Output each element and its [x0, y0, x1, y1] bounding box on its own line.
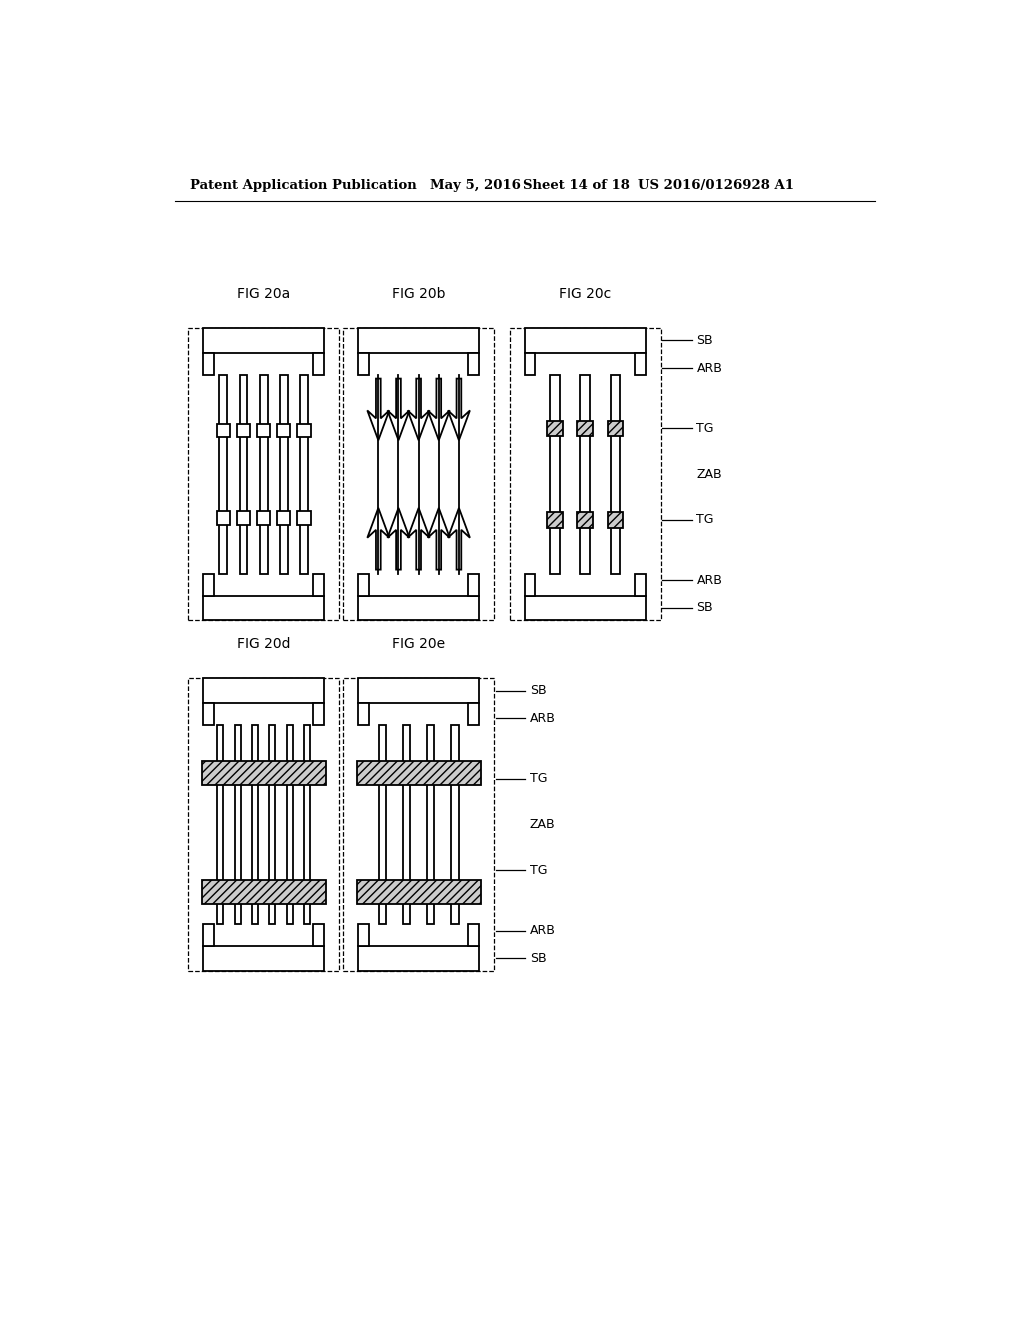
Bar [524, 327, 646, 352]
Text: FIG 20d: FIG 20d [237, 638, 291, 651]
Bar [524, 352, 536, 375]
Text: Patent Application Publication: Patent Application Publication [190, 178, 417, 191]
Text: TG: TG [696, 422, 714, 434]
Bar [379, 725, 386, 924]
Text: ARB: ARB [529, 711, 556, 725]
Bar [252, 725, 258, 924]
Bar [203, 946, 324, 970]
Bar [313, 574, 324, 595]
Bar [581, 375, 590, 574]
Bar [452, 725, 459, 924]
Text: TG: TG [529, 863, 548, 876]
Bar [257, 424, 270, 437]
Bar [358, 678, 479, 704]
Text: FIG 20e: FIG 20e [392, 638, 445, 651]
Bar [237, 424, 250, 437]
Bar [610, 375, 621, 574]
Bar [203, 678, 324, 704]
Bar [550, 375, 560, 574]
Bar [300, 375, 308, 574]
Bar [578, 512, 593, 528]
Bar [402, 725, 411, 924]
Bar [358, 574, 369, 595]
Bar [188, 678, 339, 970]
Bar [469, 574, 479, 595]
Bar [203, 924, 214, 946]
Bar [202, 760, 326, 784]
Text: ARB: ARB [696, 362, 722, 375]
Bar [280, 375, 288, 574]
Bar [304, 725, 310, 924]
Bar [469, 352, 479, 375]
Bar [203, 574, 214, 595]
Text: ZAB: ZAB [529, 818, 555, 832]
Bar [240, 375, 248, 574]
Text: SB: SB [696, 334, 713, 347]
Bar [202, 880, 326, 904]
Bar [524, 595, 646, 620]
Bar [203, 595, 324, 620]
Bar [469, 924, 479, 946]
Bar [524, 574, 536, 595]
Text: ZAB: ZAB [696, 467, 722, 480]
Text: May 5, 2016: May 5, 2016 [430, 178, 521, 191]
Text: US 2016/0126928 A1: US 2016/0126928 A1 [638, 178, 794, 191]
Bar [217, 424, 230, 437]
Bar [260, 375, 267, 574]
Bar [217, 511, 230, 524]
Bar [278, 424, 291, 437]
Text: SB: SB [696, 602, 713, 615]
Text: Sheet 14 of 18: Sheet 14 of 18 [523, 178, 630, 191]
Bar [356, 760, 480, 784]
Bar [356, 880, 480, 904]
Bar [343, 327, 495, 620]
Text: FIG 20c: FIG 20c [559, 286, 611, 301]
Bar [219, 375, 227, 574]
Text: TG: TG [696, 513, 714, 527]
Bar [257, 511, 270, 524]
Bar [343, 678, 495, 970]
Bar [607, 512, 624, 528]
Bar [297, 424, 310, 437]
Bar [313, 924, 324, 946]
Bar [237, 511, 250, 524]
Bar [287, 725, 293, 924]
Bar [358, 704, 369, 725]
Bar [278, 511, 291, 524]
Bar [635, 352, 646, 375]
Bar [313, 352, 324, 375]
Bar [217, 725, 223, 924]
Text: SB: SB [529, 684, 547, 697]
Bar [578, 421, 593, 436]
Bar [607, 421, 624, 436]
Bar [313, 704, 324, 725]
Bar [635, 574, 646, 595]
Bar [203, 352, 214, 375]
Text: ARB: ARB [696, 574, 722, 586]
Bar [203, 327, 324, 352]
Bar [358, 924, 369, 946]
Text: ARB: ARB [529, 924, 556, 937]
Text: SB: SB [529, 952, 547, 965]
Bar [358, 327, 479, 352]
Bar [358, 946, 479, 970]
Text: FIG 20b: FIG 20b [392, 286, 445, 301]
Bar [510, 327, 660, 620]
Text: FIG 20a: FIG 20a [237, 286, 290, 301]
Bar [358, 595, 479, 620]
Bar [203, 704, 214, 725]
Bar [427, 725, 434, 924]
Bar [358, 352, 369, 375]
Text: TG: TG [529, 772, 548, 785]
Bar [547, 512, 563, 528]
Bar [269, 725, 275, 924]
Bar [234, 725, 241, 924]
Bar [188, 327, 339, 620]
Bar [469, 704, 479, 725]
Bar [297, 511, 310, 524]
Bar [547, 421, 563, 436]
